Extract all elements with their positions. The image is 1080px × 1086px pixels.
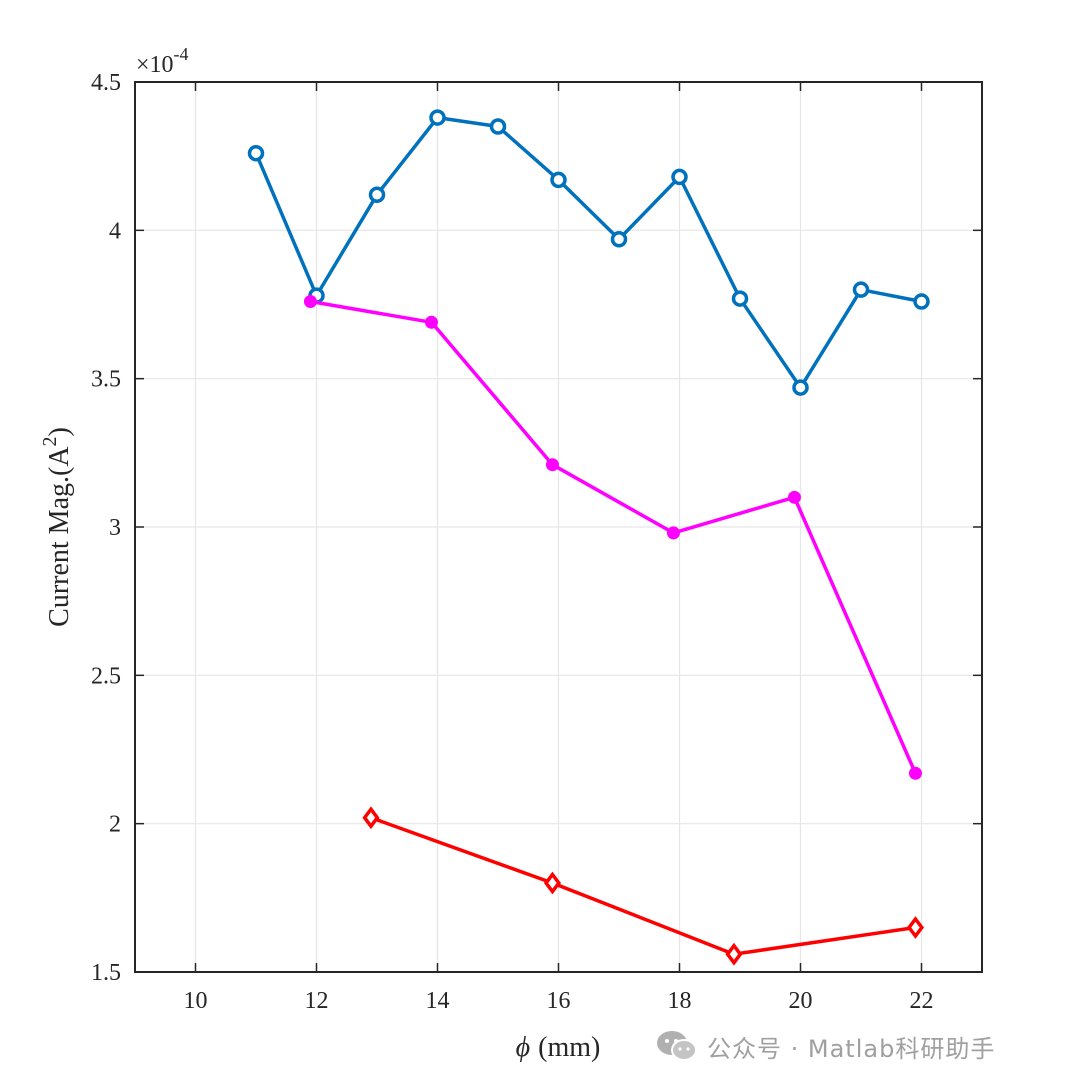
x-tick-label: 14 (426, 988, 450, 1014)
series-line (370, 816, 916, 956)
y-tick-label: 4.5 (91, 70, 121, 96)
y-tick-label: 3.5 (91, 367, 121, 393)
x-tick-label: 18 (668, 988, 692, 1014)
data-point (671, 168, 688, 186)
x-axis-label: ϕ (mm) (516, 1032, 601, 1063)
y-axis-label: Current Mag.(A2) (39, 427, 75, 627)
data-point (247, 144, 265, 162)
data-point (725, 942, 743, 966)
data-point (429, 109, 446, 126)
data-point (543, 871, 562, 895)
data-point (906, 916, 925, 939)
series-1 (247, 109, 930, 396)
data-point (424, 315, 438, 329)
data-point (610, 230, 628, 248)
data-point (908, 766, 922, 780)
data-point (852, 281, 870, 298)
series-line (310, 299, 918, 774)
watermark-text: 公众号 · Matlab科研助手 (707, 1034, 996, 1063)
y-tick-label: 2.5 (91, 663, 121, 689)
x-tick-label: 22 (910, 988, 934, 1014)
data-point (368, 186, 386, 203)
y-tick-label: 4 (109, 218, 121, 244)
x-tick-label: 12 (305, 988, 329, 1014)
data-point (303, 295, 317, 309)
y-axis-exponent: ×10-4 (136, 44, 189, 78)
y-tick-label: 2 (109, 812, 121, 838)
watermark: 公众号 · Matlab科研助手 (655, 1026, 995, 1066)
axis-ticks: 10 12 14 16 18 20 22 1.5 2 2.5 3 3.5 4 4.5 (91, 70, 982, 1014)
data-point (550, 171, 567, 189)
x-axis-symbol: ϕ (516, 1032, 531, 1063)
data-point (666, 526, 680, 540)
wechat-icon (657, 1031, 697, 1061)
data-point (913, 293, 930, 310)
data-point (362, 806, 380, 830)
y-tick-label: 1.5 (91, 960, 121, 986)
data-point (545, 458, 559, 472)
data-point (787, 490, 801, 504)
data-point (792, 379, 809, 396)
series-line (254, 115, 922, 390)
x-tick-label: 16 (547, 988, 571, 1014)
series-2 (303, 295, 922, 780)
series-3 (362, 806, 925, 966)
data-point (731, 290, 749, 307)
x-tick-label: 20 (789, 988, 813, 1014)
y-tick-label: 3 (109, 515, 121, 541)
series-layer (247, 109, 930, 966)
x-tick-label: 10 (184, 988, 208, 1014)
data-point (489, 118, 507, 135)
